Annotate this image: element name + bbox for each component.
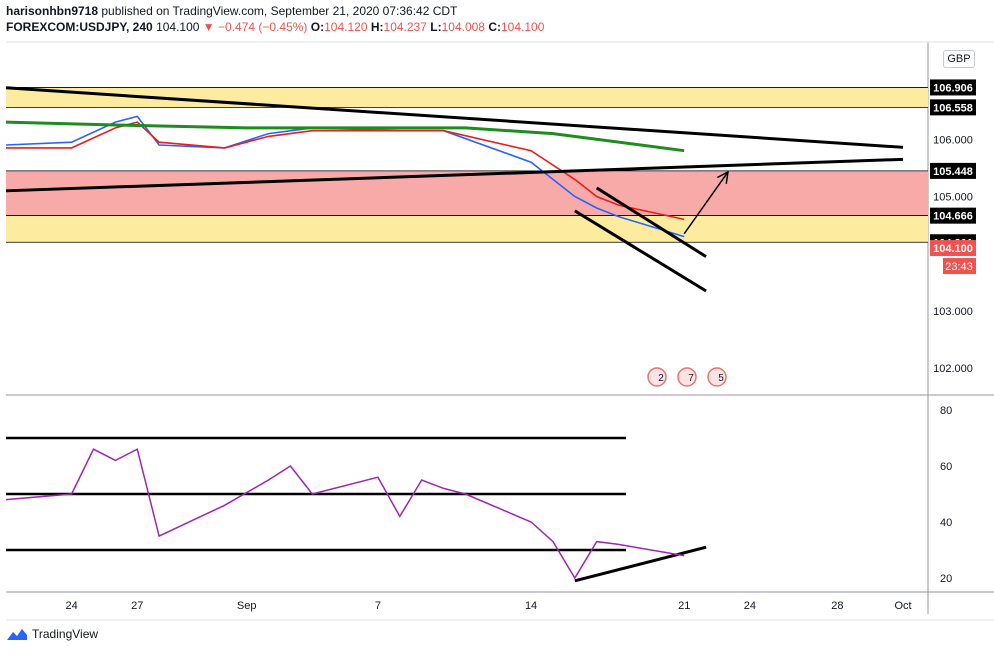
price-level-tag bbox=[930, 162, 976, 179]
price-level-tag bbox=[930, 99, 976, 116]
price-change: −0.474 (−0.45%) bbox=[218, 20, 308, 34]
price-level-label: 106.558 bbox=[933, 102, 973, 114]
event-count-label: 2 bbox=[658, 373, 664, 384]
close-label: C: bbox=[488, 20, 501, 34]
time-tick-label: 28 bbox=[831, 600, 843, 612]
publisher-line: harisonhbn9718 published on TradingView.… bbox=[6, 3, 544, 19]
publisher-name[interactable]: harisonhbn9718 bbox=[6, 4, 99, 18]
price-zone bbox=[6, 215, 928, 243]
time-tick-label: 24 bbox=[744, 600, 756, 612]
price-tick-label: 106.000 bbox=[933, 134, 973, 146]
countdown-label: 23:43 bbox=[945, 261, 973, 273]
time-tick-label: 27 bbox=[131, 600, 143, 612]
down-arrow-icon: ▼ bbox=[202, 20, 215, 34]
event-count-label: 5 bbox=[718, 373, 724, 384]
time-tick-label: Sep bbox=[237, 600, 257, 612]
trendline bbox=[5, 86, 904, 149]
time-tick-label: 7 bbox=[375, 600, 381, 612]
time-tick-label: 14 bbox=[525, 600, 537, 612]
time-tick-label: 21 bbox=[678, 600, 690, 612]
time-tick-label: Oct bbox=[894, 600, 911, 612]
event-count-label: 7 bbox=[688, 373, 694, 384]
price-series-line bbox=[5, 120, 685, 153]
rsi-tick-label: 80 bbox=[940, 405, 952, 417]
footer-brand[interactable]: TradingView bbox=[6, 627, 98, 641]
trendline bbox=[574, 209, 707, 293]
rsi-trendline bbox=[574, 545, 707, 583]
chart-header: harisonhbn9718 published on TradingView.… bbox=[6, 3, 544, 35]
countdown-tag bbox=[943, 258, 976, 275]
price-zone bbox=[6, 170, 928, 216]
published-text: published on TradingView.com, September … bbox=[101, 4, 458, 18]
symbol-name[interactable]: FOREXCOM:USDJPY, 240 bbox=[6, 20, 153, 34]
tradingview-logo-icon bbox=[7, 629, 27, 640]
event-flag-icon bbox=[677, 367, 697, 387]
price-level-tag bbox=[930, 207, 976, 224]
rsi-line bbox=[5, 448, 685, 580]
price-level-label: 104.666 bbox=[933, 211, 973, 223]
price-tick-label: 103.000 bbox=[933, 306, 973, 318]
price-tick-label: 105.000 bbox=[933, 192, 973, 204]
rsi-tick-label: 40 bbox=[940, 517, 952, 529]
price-level-label: 106.906 bbox=[933, 82, 973, 94]
time-tick-label: 24 bbox=[66, 600, 78, 612]
price-level-label: 105.448 bbox=[933, 166, 973, 178]
footer-brand-text: TradingView bbox=[32, 627, 99, 641]
rsi-tick-label: 60 bbox=[940, 461, 952, 473]
symbol-line: FOREXCOM:USDJPY, 240 104.100 ▼ −0.474 (−… bbox=[6, 19, 544, 35]
arrow-head bbox=[717, 170, 729, 184]
open-label: O: bbox=[310, 20, 325, 34]
event-flag-icon bbox=[707, 367, 727, 387]
currency-button[interactable]: GBP bbox=[943, 50, 975, 68]
projection-arrow bbox=[683, 171, 729, 235]
high-value: 104.237 bbox=[383, 20, 427, 34]
rsi-tick-label: 20 bbox=[940, 573, 952, 585]
close-value: 104.100 bbox=[501, 20, 545, 34]
event-flag-icon bbox=[647, 367, 667, 387]
last-price: 104.100 bbox=[156, 20, 200, 34]
price-tick-label: 102.000 bbox=[933, 363, 973, 375]
high-label: H: bbox=[370, 20, 384, 34]
price-level-tag bbox=[930, 79, 976, 96]
price-level-label: 104.100 bbox=[933, 243, 973, 255]
trendline bbox=[5, 157, 904, 193]
low-label: L: bbox=[430, 20, 442, 34]
low-value: 104.008 bbox=[441, 20, 485, 34]
open-value: 104.120 bbox=[324, 20, 368, 34]
trendline bbox=[595, 186, 707, 258]
price-level-tag bbox=[930, 240, 976, 257]
